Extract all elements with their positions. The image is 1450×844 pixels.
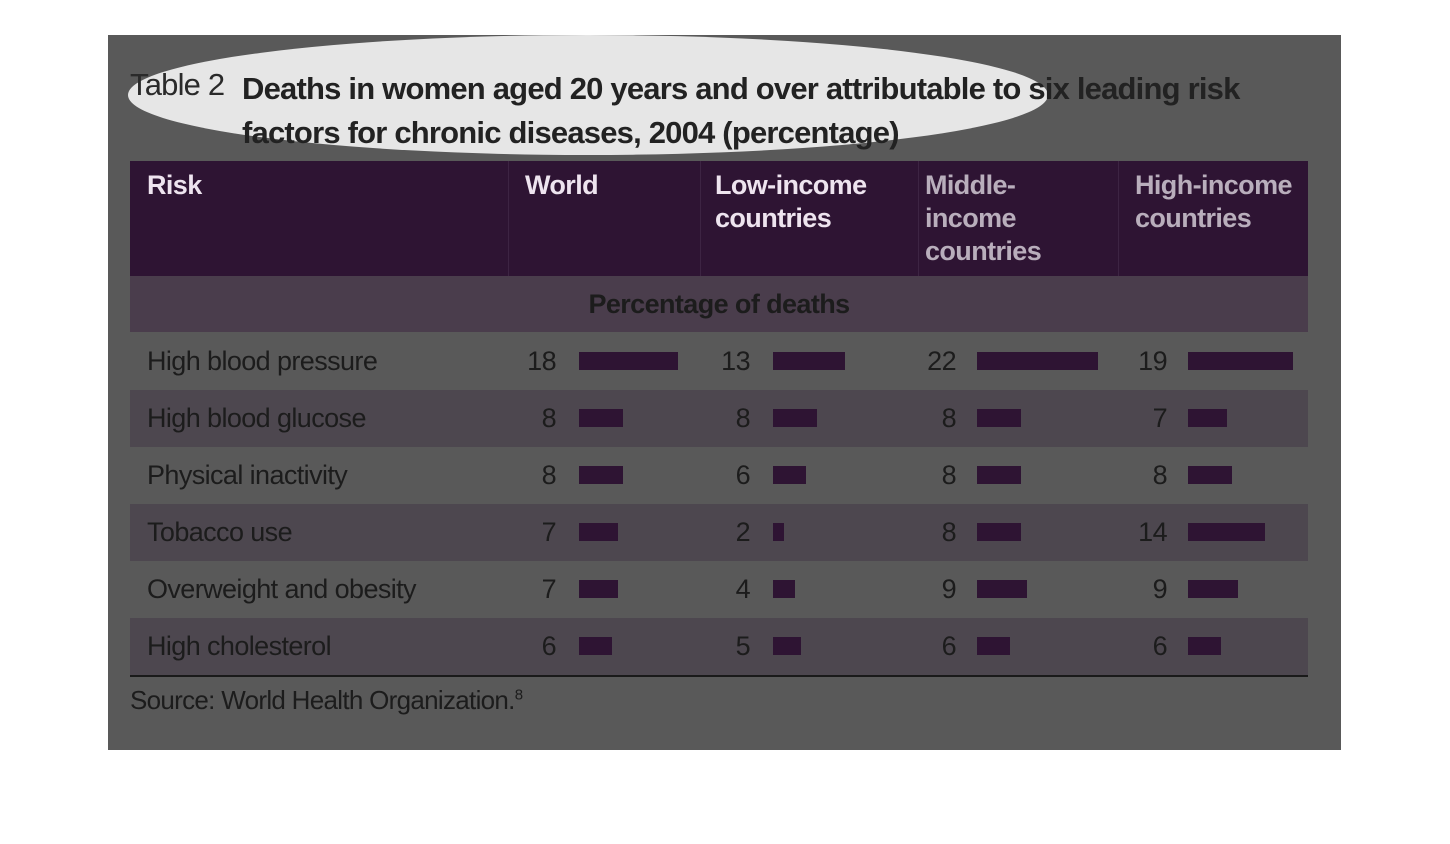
value: 8 [735,403,751,433]
value: 6 [541,631,557,661]
risk-label: High blood pressure [147,346,378,376]
bar [579,466,623,484]
risk-label: Tobacco use [147,517,293,547]
table-row: High blood pressure 18 13 22 19 [130,333,1308,390]
source-text: Source: World Health Organization. [130,685,515,715]
bar [977,637,1010,655]
bar [773,352,845,370]
table-row: Tobacco use 7 2 8 14 [130,504,1308,561]
table-row: Physical inactivity 8 6 8 8 [130,447,1308,504]
value: 22 [927,346,956,376]
risk-label: Overweight and obesity [147,574,417,604]
bottom-rule [130,675,1308,677]
bar [773,580,795,598]
value: 8 [541,460,557,490]
bar [1188,409,1227,427]
value: 8 [941,517,957,547]
bar [977,466,1021,484]
table-panel: Table 2 Deaths in women aged 20 years an… [108,35,1341,750]
value: 8 [941,460,957,490]
table-title: Deaths in women aged 20 years and over a… [242,71,1240,150]
bar [579,352,678,370]
column-divider [700,161,701,276]
footnote: 8 [514,686,523,704]
table-row: High blood glucose 8 8 8 7 [130,390,1308,447]
bar [1188,637,1221,655]
value: 19 [1138,346,1167,376]
bar [1188,580,1238,598]
column-header: Middle-income countries [925,170,1042,266]
column-header: Low-income countries [715,170,867,233]
value: 8 [541,403,557,433]
value: 4 [735,574,751,604]
value: 8 [941,403,957,433]
bar [579,523,618,541]
value: 14 [1138,517,1167,547]
column-header: Risk [147,170,202,200]
bar [977,409,1021,427]
column-divider [508,161,509,276]
risk-label: High cholesterol [147,631,332,661]
subheader-row: Percentage of deaths [130,276,1308,332]
value: 7 [1152,403,1168,433]
bar [579,637,612,655]
bar [1188,352,1293,370]
bar [1188,466,1232,484]
risk-label: High blood glucose [147,403,366,433]
column-header: World [525,170,599,200]
header-row: Risk World Low-income countries Middle-inco… [130,161,1308,276]
bar [773,523,784,541]
column-divider [1118,161,1119,276]
value: 2 [735,517,751,547]
bar [977,523,1021,541]
table-label: Table 2 [130,67,225,102]
value: 7 [541,574,557,604]
value: 8 [1152,460,1168,490]
bar [773,637,801,655]
table-row: Overweight and obesity 7 4 9 9 [130,561,1308,618]
highlight [128,35,1048,155]
value: 9 [941,574,957,604]
column-divider [918,161,919,276]
subheader: Percentage of deaths [588,289,850,319]
value: 6 [735,460,751,490]
column-header: High-income countries [1135,170,1293,233]
value: 6 [1152,631,1168,661]
value: 13 [721,346,750,376]
source: Source: World Health Organization.8 [130,685,523,716]
bar [579,409,623,427]
bar [773,466,806,484]
risk-label: Physical inactivity [147,460,348,490]
value: 7 [541,517,557,547]
table-row: High cholesterol 6 5 6 6 [130,618,1308,675]
value: 5 [735,631,751,661]
value: 6 [941,631,957,661]
value: 9 [1152,574,1168,604]
bar [1188,523,1265,541]
bar [977,580,1027,598]
bar [579,580,618,598]
bar [773,409,817,427]
bar [977,352,1098,370]
value: 18 [527,346,556,376]
